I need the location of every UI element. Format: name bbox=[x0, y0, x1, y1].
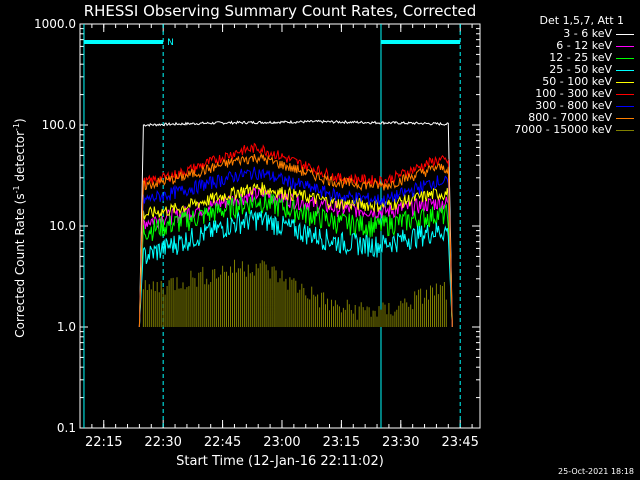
x-axis-label: Start Time (12-Jan-16 22:11:02) bbox=[176, 454, 384, 469]
series-line-7 bbox=[138, 152, 453, 328]
legend-swatch bbox=[616, 130, 634, 131]
night-label: N bbox=[167, 38, 174, 48]
legend-swatch bbox=[616, 106, 634, 107]
series-line-5 bbox=[138, 142, 453, 328]
legend-swatch bbox=[616, 58, 634, 59]
y-tick-label: 1.0 bbox=[57, 320, 76, 334]
series-line-8 bbox=[142, 259, 447, 327]
legend-entry-300-800: 300 - 800 keV bbox=[484, 100, 638, 112]
chart-title: RHESSI Observing Summary Count Rates, Co… bbox=[83, 2, 477, 20]
x-tick-label: 23:15 bbox=[323, 435, 360, 450]
legend-title: Det 1,5,7, Att 1 bbox=[539, 14, 624, 27]
legend-swatch bbox=[616, 70, 634, 71]
legend-label: 3 - 6 keV bbox=[563, 27, 612, 40]
series-line-4 bbox=[138, 182, 453, 328]
y-axis-label: Corrected Count Rate (s-1 detector-1) bbox=[12, 98, 27, 358]
x-tick-label: 22:30 bbox=[144, 435, 181, 450]
legend-swatch bbox=[616, 34, 634, 35]
legend-entry-12-25: 12 - 25 keV bbox=[484, 52, 638, 64]
legend-entry-3-6: 3 - 6 keV bbox=[484, 28, 638, 40]
x-tick-label: 23:00 bbox=[263, 435, 300, 450]
legend-label: 300 - 800 keV bbox=[535, 99, 612, 112]
x-tick-label: 23:45 bbox=[441, 435, 478, 450]
x-tick-label: 22:45 bbox=[204, 435, 241, 450]
x-tick-label: 22:15 bbox=[85, 435, 122, 450]
legend-label: 50 - 100 keV bbox=[542, 75, 612, 88]
legend-swatch bbox=[616, 46, 634, 47]
legend-entry-50-100: 50 - 100 keV bbox=[484, 76, 638, 88]
y-tick-label: 0.1 bbox=[57, 421, 76, 435]
series-line-2 bbox=[138, 192, 453, 328]
legend-label: 6 - 12 keV bbox=[556, 39, 612, 52]
legend-label: 7000 - 15000 keV bbox=[514, 123, 612, 136]
legend-swatch bbox=[616, 82, 634, 83]
legend: Det 1,5,7, Att 1 3 - 6 keV 6 - 12 keV 12… bbox=[484, 14, 638, 136]
series-line-0 bbox=[138, 119, 453, 328]
legend-swatch bbox=[616, 94, 634, 95]
y-axis-label-part-2: detector bbox=[13, 130, 27, 186]
legend-entry-800-7000: 800 - 7000 keV bbox=[484, 112, 638, 124]
legend-label: 800 - 7000 keV bbox=[528, 111, 612, 124]
legend-entry-100-300: 100 - 300 keV bbox=[484, 88, 638, 100]
legend-entry-25-50: 25 - 50 keV bbox=[484, 64, 638, 76]
y-axis-label-exp-1: -1 bbox=[12, 185, 21, 194]
night-bar bbox=[83, 40, 164, 44]
legend-label: 25 - 50 keV bbox=[549, 63, 612, 76]
series-line-3 bbox=[138, 209, 453, 328]
y-tick-label: 10.0 bbox=[49, 219, 76, 233]
legend-label: 100 - 300 keV bbox=[535, 87, 612, 100]
legend-label: 12 - 25 keV bbox=[549, 51, 612, 64]
y-axis-label-part-1: Corrected Count Rate (s bbox=[13, 193, 27, 338]
legend-entry-6-12: 6 - 12 keV bbox=[484, 40, 638, 52]
y-axis-label-exp-2: -1 bbox=[12, 122, 21, 131]
y-tick-label: 100.0 bbox=[42, 118, 76, 132]
x-tick-label: 23:30 bbox=[382, 435, 419, 450]
night-bar bbox=[380, 40, 461, 44]
y-axis-label-part-3: ) bbox=[13, 118, 27, 123]
y-tick-label: 1000.0 bbox=[34, 17, 76, 31]
series-line-6 bbox=[138, 166, 453, 328]
legend-entry-7000-15000: 7000 - 15000 keV bbox=[484, 124, 638, 136]
legend-swatch bbox=[616, 118, 634, 119]
timestamp: 25-Oct-2021 18:18 bbox=[558, 467, 634, 476]
